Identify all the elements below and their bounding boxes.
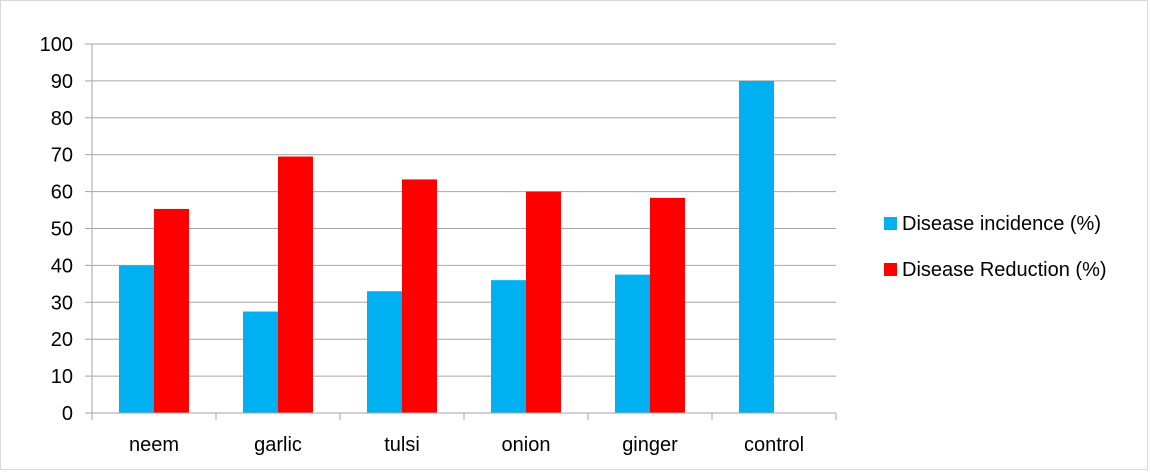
bar-reduction-onion — [526, 191, 561, 413]
bar-reduction-ginger — [650, 197, 685, 413]
y-tick-label: 40 — [51, 255, 73, 277]
bar-incidence-onion — [491, 280, 526, 413]
bar-reduction-tulsi — [402, 179, 437, 413]
y-tick-label: 100 — [40, 34, 73, 56]
y-tick-label: 10 — [51, 366, 73, 388]
y-tick-label: 60 — [51, 182, 73, 204]
x-tick-label: ginger — [622, 434, 678, 456]
bar-incidence-control — [739, 80, 774, 414]
x-tick-label: neem — [129, 434, 179, 456]
legend-swatch-incidence — [884, 217, 897, 230]
bar-incidence-garlic — [243, 311, 278, 413]
y-tick-label: 50 — [51, 219, 73, 241]
x-tick-label: onion — [502, 434, 551, 456]
bar-incidence-ginger — [615, 274, 650, 413]
legend-label-incidence: Disease incidence (%) — [902, 213, 1101, 235]
bar-reduction-garlic — [278, 156, 313, 414]
y-tick-label: 70 — [51, 145, 73, 167]
legend-swatch-reduction — [884, 263, 897, 276]
y-tick-label: 90 — [51, 71, 73, 93]
legend-label-reduction: Disease Reduction (%) — [902, 259, 1107, 281]
y-tick-label: 80 — [51, 108, 73, 130]
bar-incidence-neem — [119, 265, 154, 413]
bar-incidence-tulsi — [367, 291, 402, 413]
x-tick-label: tulsi — [384, 434, 420, 456]
y-tick-label: 0 — [62, 403, 73, 425]
bar-reduction-neem — [154, 208, 189, 413]
y-tick-label: 30 — [51, 292, 73, 314]
y-tick-label: 20 — [51, 329, 73, 351]
x-tick-label: garlic — [254, 434, 302, 456]
x-tick-label: control — [744, 434, 804, 456]
